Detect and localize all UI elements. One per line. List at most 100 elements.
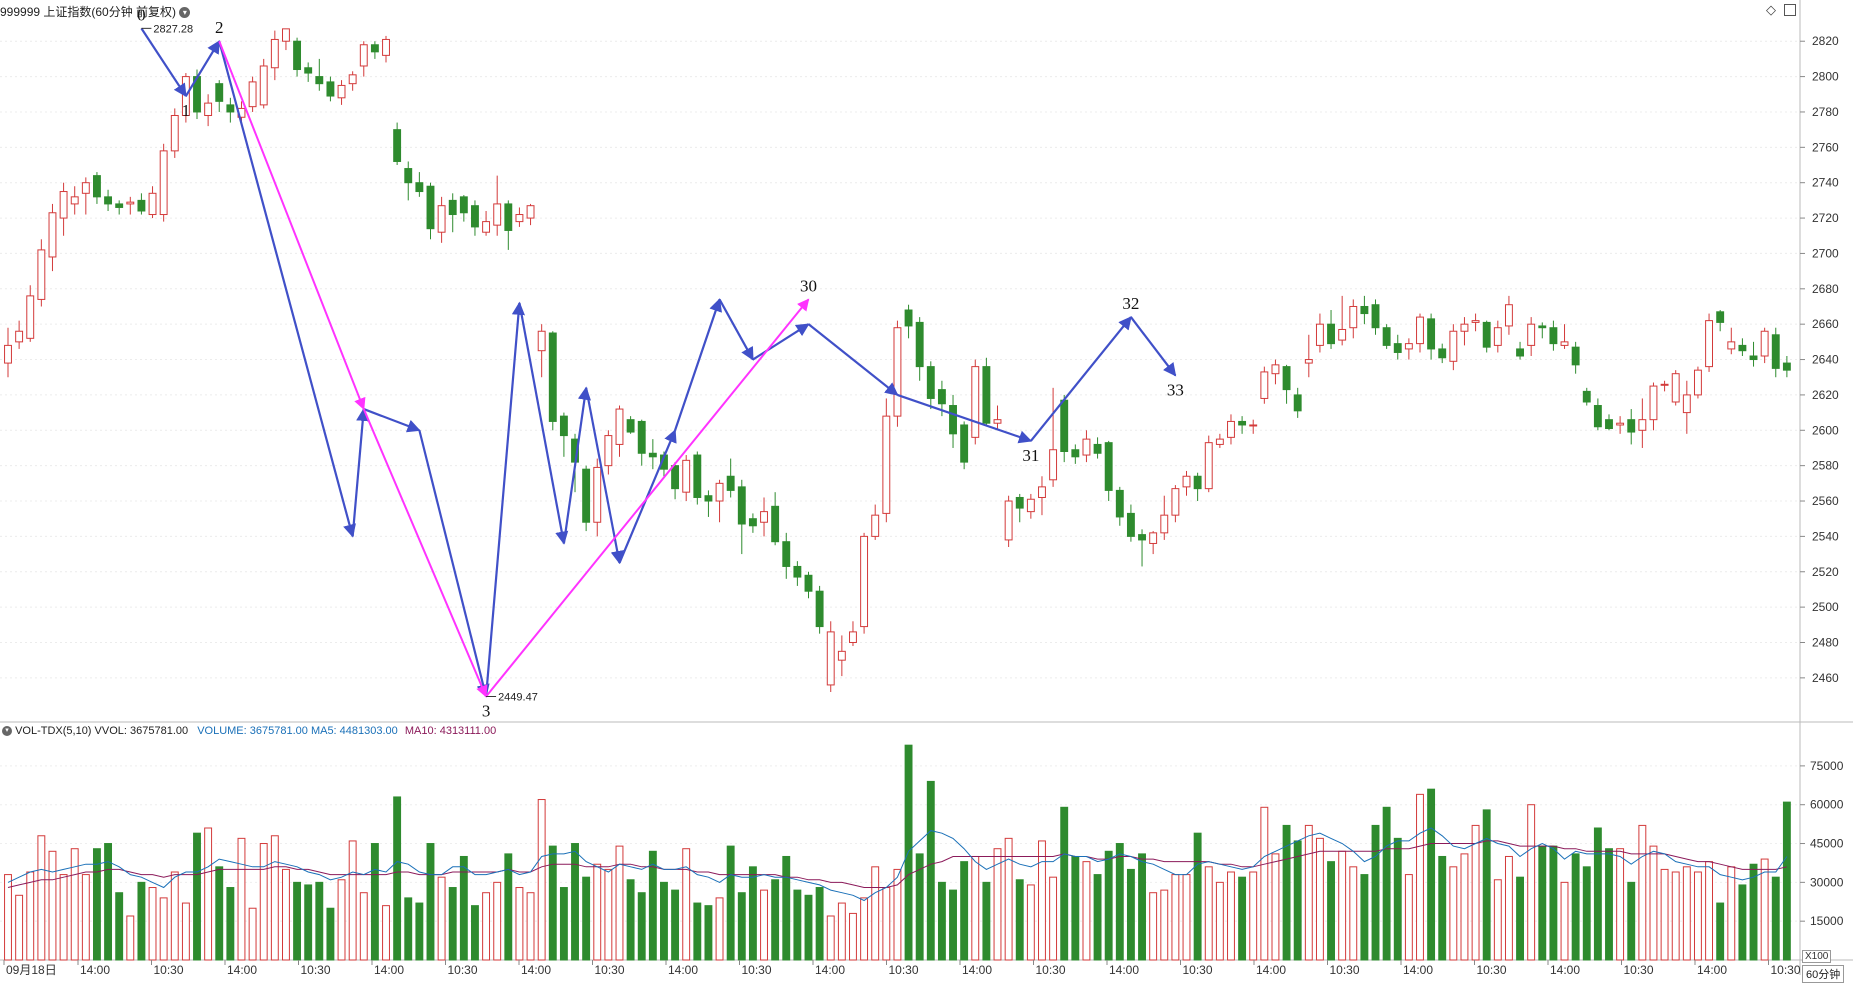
volume-bar-down [293,881,302,961]
time-tick-label: 10:30 [1477,963,1507,977]
candle-body-up [1416,316,1424,345]
volume-bar-up [126,915,135,961]
window-icon[interactable] [1784,4,1796,16]
price-tick-label: 2540 [1812,529,1839,543]
volume-bar-down [459,855,468,961]
volume-bar-down [1771,876,1780,961]
volume-bar-down [1582,866,1591,961]
volume-bar-up [348,840,357,961]
candle-body-down [1327,323,1335,345]
diamond-icon[interactable]: ◇ [1766,2,1776,17]
volume-bar-up [359,892,368,961]
candle-body-down [1071,449,1080,458]
period-label[interactable]: 60分钟 [1802,965,1845,983]
volume-bar-up [1182,874,1191,961]
time-tick-label: 14:00 [1256,963,1286,977]
volume-bar-up [849,912,857,961]
volume-tick-label: 45000 [1810,837,1844,851]
dropdown-icon[interactable]: ▾ [2,726,12,737]
volume-bar-down [137,881,146,961]
volume-bar-up [1004,837,1013,961]
candle-body-up [1026,498,1035,513]
candle-body-up [70,196,79,205]
volume-bar-down [1749,863,1758,961]
volume-bar-up [1215,881,1224,961]
candle-body-down [704,495,713,502]
volume-bar-up [15,894,24,961]
time-tick-label: 14:00 [374,963,404,977]
volume-tick-label: 15000 [1810,914,1844,928]
volume-bar-up [1171,874,1180,961]
volume-bar-up [1660,868,1669,961]
volume-bar-up [59,874,68,961]
zigzag-minor-segment [418,430,490,698]
volume-bar-down [1115,843,1124,961]
volume-bar-up [1727,866,1736,961]
candle-body-down [459,196,468,214]
candle-body-down [1627,419,1636,433]
volume-bar-up [4,874,12,961]
price-tick-label: 2460 [1812,671,1839,685]
candle-body-down [1093,443,1102,454]
volume-bar-down [1104,850,1113,961]
candle-body-up [1182,475,1191,488]
candle-body-up [204,102,213,116]
dropdown-icon[interactable]: ▾ [179,7,191,19]
price-tick-label: 2620 [1812,388,1839,402]
price-tick-label: 2760 [1812,140,1839,154]
volume-bar-up [148,887,157,961]
volume-bar-down [559,887,568,961]
candle-body-up [1693,369,1702,396]
volume-bar-up [1471,824,1480,961]
volume-bar-up [515,887,524,961]
candle-body-up [1004,500,1013,541]
volume-bar-up [1682,866,1691,961]
candle-body-up [1671,373,1680,403]
volume-bar-up [882,887,891,961]
candle-body-up [282,28,290,42]
candle-body-up [59,191,68,219]
volume-bar-up [1271,853,1280,961]
volume-indicator-name: VOL-TDX(5,10) [15,725,92,737]
volume-bar-down [304,884,313,961]
candle-body-down [448,199,457,216]
candle-body-up [993,419,1002,424]
volume-bar-down [215,866,224,961]
zigzag-minor-segment [1030,316,1132,442]
volume-bar-up [170,871,179,961]
candle-body-up [526,205,535,219]
volume-bar-up [26,871,35,961]
price-tick-label: 2820 [1812,34,1839,48]
zigzag-minor-segment [752,323,810,361]
volume-bar-up [181,902,190,961]
volume-bar-up [37,835,46,961]
candle-body-down [1382,327,1391,346]
time-tick-label: 14:00 [962,963,992,977]
candle-body-up [1460,323,1469,332]
candle-body-up [1449,330,1458,362]
candle-body-down [226,104,235,113]
volume-bar-down [104,843,113,961]
candle-body-down [626,419,635,433]
candle-body-down [782,541,791,567]
candle-body-up [615,408,624,445]
candle-body-up [1215,438,1224,445]
candle-body-up [1493,327,1502,346]
volume-bar-down [582,876,591,961]
time-tick-label: 14:00 [1403,963,1433,977]
volume-bar-down [471,905,479,961]
volume-bar-down [1060,806,1069,961]
ma10-line [7,840,1788,888]
price-tick-label: 2560 [1812,494,1839,508]
candle-body-up [1149,532,1158,544]
candle-body-down [1293,394,1302,412]
volume-bar-up [382,905,390,961]
candle-body-up [760,511,768,523]
volume-bar-down [415,902,424,961]
volume-bar-up [1527,804,1536,961]
volume-bar-up [760,889,768,961]
candle-body-up [682,459,691,493]
candle-body-down [982,366,991,424]
candle-body-up [1304,359,1313,364]
volume-bar-down [660,881,668,961]
